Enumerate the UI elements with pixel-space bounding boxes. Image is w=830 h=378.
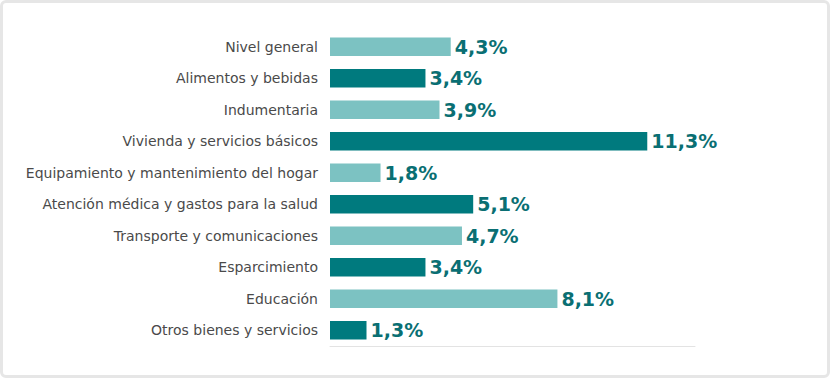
svg-text:3,4%: 3,4%: [429, 256, 482, 278]
svg-text:Indumentaria: Indumentaria: [224, 102, 318, 118]
svg-text:Educación: Educación: [246, 291, 318, 307]
svg-text:8,1%: 8,1%: [561, 288, 614, 310]
svg-text:Nivel general: Nivel general: [225, 39, 318, 55]
svg-text:Atención médica y gastos para: Atención médica y gastos para la salud: [42, 196, 318, 212]
svg-text:Transporte y comunicaciones: Transporte y comunicaciones: [113, 228, 318, 244]
svg-text:Esparcimiento: Esparcimiento: [218, 259, 318, 275]
svg-text:Alimentos y bebidas: Alimentos y bebidas: [176, 70, 318, 86]
svg-text:Vivienda y servicios básicos: Vivienda y servicios básicos: [123, 133, 318, 149]
svg-text:3,4%: 3,4%: [429, 67, 482, 89]
svg-text:4,7%: 4,7%: [466, 225, 519, 247]
svg-text:1,3%: 1,3%: [371, 319, 424, 341]
svg-text:Equipamiento y mantenimiento d: Equipamiento y mantenimiento del hogar: [26, 165, 318, 181]
svg-text:5,1%: 5,1%: [477, 193, 530, 215]
svg-text:3,9%: 3,9%: [444, 99, 497, 121]
svg-text:4,3%: 4,3%: [455, 36, 508, 58]
svg-text:1,8%: 1,8%: [385, 162, 438, 184]
svg-text:11,3%: 11,3%: [651, 130, 717, 152]
svg-text:Otros bienes y servicios: Otros bienes y servicios: [151, 322, 318, 338]
